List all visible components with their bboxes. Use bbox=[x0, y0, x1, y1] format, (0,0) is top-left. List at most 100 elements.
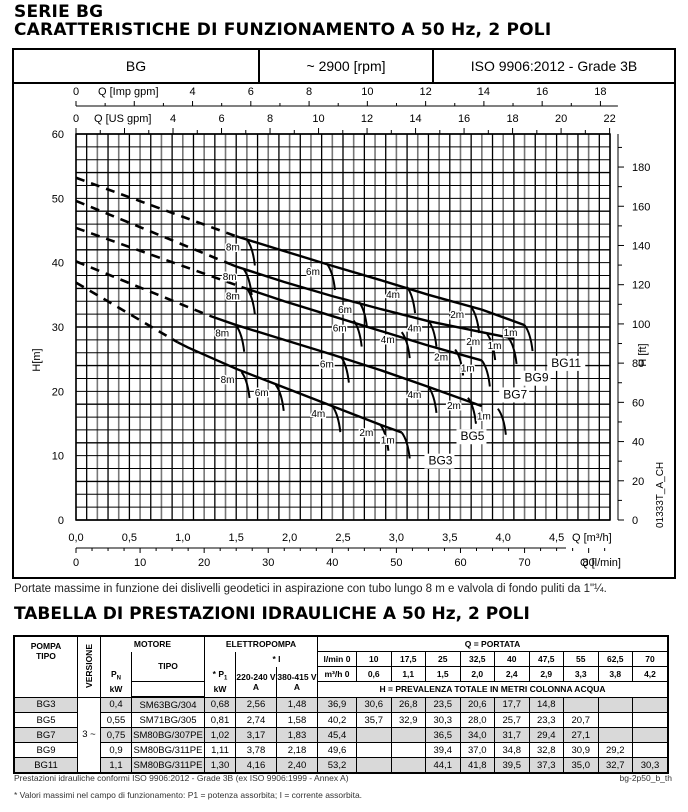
us-tick-label: 4 bbox=[170, 113, 176, 125]
suction-drop-line bbox=[246, 238, 256, 266]
table-cell: 39,4 bbox=[425, 742, 461, 758]
q-lmin-5: 47,5 bbox=[528, 651, 564, 667]
y-tick-label: 20 bbox=[52, 386, 64, 398]
table-cell: 23,5 bbox=[425, 696, 461, 713]
table-cell: 2,56 bbox=[235, 696, 277, 713]
table-cell bbox=[632, 742, 669, 758]
table-cell: 35,7 bbox=[356, 712, 392, 728]
suction-label: 2m bbox=[466, 337, 480, 348]
y2-tick-label: 20 bbox=[632, 476, 644, 488]
table-cell: 25,7 bbox=[494, 712, 530, 728]
y2-tick-label: 80 bbox=[632, 358, 644, 370]
table-cell: 36,9 bbox=[317, 696, 357, 713]
table-cell bbox=[356, 742, 392, 758]
us-tick-label: 12 bbox=[361, 113, 373, 125]
table-cell: 30,6 bbox=[356, 696, 392, 713]
chart-header: BG ~ 2900 [rpm] ISO 9906:2012 - Grade 3B bbox=[14, 50, 674, 84]
suction-label: 1m bbox=[381, 436, 395, 447]
footnote-standard: Prestazioni idrauliche conformi ISO 9906… bbox=[14, 773, 349, 783]
suction-drop-line bbox=[481, 359, 491, 387]
us-axis-label: Q [US gpm] bbox=[94, 113, 151, 125]
suction-label: 2m bbox=[359, 428, 373, 439]
table-cell: 2,40 bbox=[276, 757, 318, 774]
table-cell: 40,2 bbox=[317, 712, 357, 728]
table-cell: BG5 bbox=[13, 712, 78, 728]
col-elettropompa: ELETTROPOMPA bbox=[204, 635, 318, 652]
imp-tick-label: 6 bbox=[248, 86, 254, 98]
chart-code: 01333T_A_CH bbox=[655, 462, 666, 528]
table-cell: 0,68 bbox=[204, 696, 236, 713]
table-row: BG11 1,1 SM80BG/311PE 1,30 4,16 2,40 53,2 44,1 4… bbox=[13, 757, 669, 774]
suction-label: 6m bbox=[255, 388, 269, 399]
table-code: bg-2p50_b_th bbox=[619, 773, 672, 783]
table-cell: 3,17 bbox=[235, 727, 277, 743]
table-cell: SM80BG/307PE bbox=[131, 727, 205, 743]
table-cell: 32,9 bbox=[390, 712, 426, 728]
y-tick-label: 50 bbox=[52, 193, 64, 205]
table-cell: 1,48 bbox=[276, 696, 318, 713]
prevalenza-label: H = PREVALENZA TOTALE IN METRI COLONNA A… bbox=[317, 681, 669, 698]
suction-label: 2m bbox=[450, 310, 464, 321]
table-cell: 14,8 bbox=[528, 696, 564, 713]
table-cell: 53,2 bbox=[317, 757, 357, 774]
suction-label: 4m bbox=[381, 335, 395, 346]
y2-tick-label: 160 bbox=[632, 201, 650, 213]
table-cell: 36,5 bbox=[425, 727, 461, 743]
suction-label: 6m bbox=[333, 324, 347, 335]
suction-label: 8m bbox=[226, 243, 240, 254]
suction-drop-line bbox=[497, 408, 507, 435]
chart-header-model: BG bbox=[14, 50, 260, 82]
q-m3h-3: 2,0 bbox=[459, 666, 495, 682]
curve-dashed-BG7 bbox=[75, 226, 242, 289]
suction-label: 1m bbox=[488, 341, 502, 352]
q-lmin-4: 40 bbox=[494, 651, 530, 667]
y2-tick-label: 40 bbox=[632, 437, 644, 449]
table-cell: 30,9 bbox=[563, 742, 599, 758]
suction-drop-line bbox=[467, 397, 477, 424]
table-cell: 0,81 bbox=[204, 712, 236, 728]
y2-tick-label: 100 bbox=[632, 319, 650, 331]
q-m3h-2: 1,5 bbox=[425, 666, 461, 682]
table-cell: 34,8 bbox=[494, 742, 530, 758]
us-tick-label: 10 bbox=[312, 113, 324, 125]
suction-label: 6m bbox=[320, 360, 334, 371]
table-cell: 27,1 bbox=[563, 727, 599, 743]
curve-label-bg bbox=[547, 355, 586, 371]
suction-drop-line bbox=[507, 337, 518, 365]
table-cell: 20,7 bbox=[563, 712, 599, 728]
q-lmin-0: 10 bbox=[356, 651, 392, 667]
col-versione: VERSIONE bbox=[77, 635, 101, 698]
imp-tick-label: 14 bbox=[478, 86, 490, 98]
y2-tick-label: 0 bbox=[632, 515, 638, 527]
us-tick-label: 20 bbox=[555, 113, 567, 125]
imp-tick-label: 4 bbox=[189, 86, 195, 98]
x2-tick-label: 50 bbox=[390, 557, 402, 569]
table-cell: 4,16 bbox=[235, 757, 277, 774]
table-cell bbox=[597, 727, 633, 743]
suction-drop-line bbox=[427, 386, 438, 413]
col-motore: MOTORE bbox=[100, 635, 205, 652]
table-cell bbox=[356, 727, 392, 743]
x-axis-label: Q [m³/h] bbox=[572, 532, 612, 544]
table-cell: 32,8 bbox=[528, 742, 564, 758]
suction-drop-line bbox=[240, 371, 251, 399]
table-cell: 32,7 bbox=[597, 757, 633, 774]
footnote-values: * Valori massimi nel campo di funzioname… bbox=[14, 790, 363, 800]
x-tick-label: 3,5 bbox=[442, 532, 457, 544]
table-cell: 1,11 bbox=[204, 742, 236, 758]
x-tick-label: 4,5 bbox=[549, 532, 564, 544]
suction-label: 8m bbox=[223, 272, 237, 283]
suction-label: 1m bbox=[461, 363, 475, 374]
suction-drop-line bbox=[352, 319, 363, 347]
table-cell bbox=[632, 727, 669, 743]
x2-tick-label: 60 bbox=[454, 557, 466, 569]
q-lmin-1: 17,5 bbox=[390, 651, 426, 667]
curve-label-bg bbox=[456, 429, 487, 445]
suction-drop-line bbox=[523, 324, 534, 352]
q-m3h-5: 2,9 bbox=[528, 666, 564, 682]
table-cell: 17,7 bbox=[494, 696, 530, 713]
table-cell: 29,4 bbox=[528, 727, 564, 743]
series-title: SERIE BG bbox=[14, 2, 104, 22]
table-cell: 0,9 bbox=[100, 742, 132, 758]
